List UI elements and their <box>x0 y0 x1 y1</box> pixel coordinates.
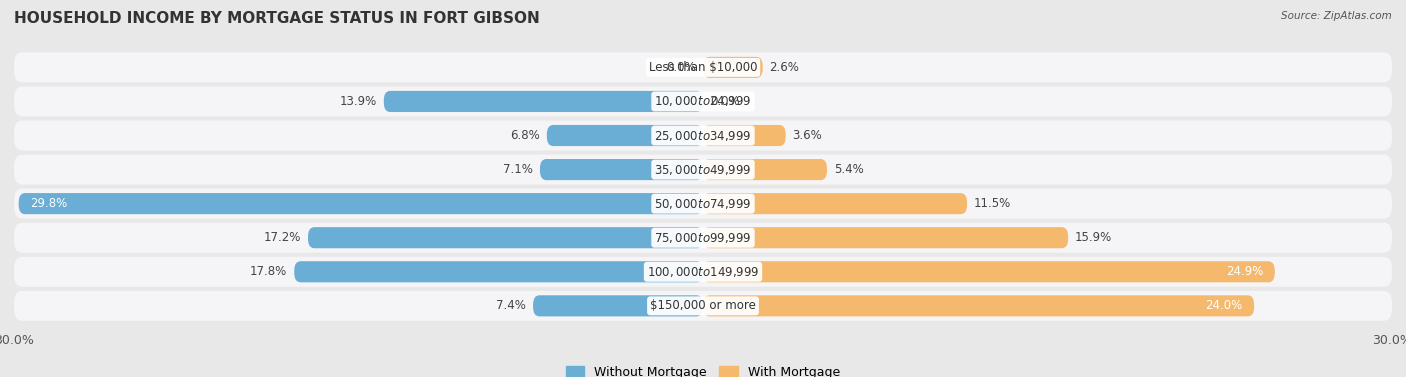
Text: 29.8%: 29.8% <box>30 197 67 210</box>
FancyBboxPatch shape <box>14 291 1392 321</box>
FancyBboxPatch shape <box>294 261 703 282</box>
Text: 11.5%: 11.5% <box>974 197 1011 210</box>
Text: $100,000 to $149,999: $100,000 to $149,999 <box>647 265 759 279</box>
Text: 0.0%: 0.0% <box>666 61 696 74</box>
Text: 13.9%: 13.9% <box>340 95 377 108</box>
Text: 3.6%: 3.6% <box>793 129 823 142</box>
FancyBboxPatch shape <box>14 257 1392 287</box>
Text: 24.9%: 24.9% <box>1226 265 1264 278</box>
Text: 7.1%: 7.1% <box>503 163 533 176</box>
FancyBboxPatch shape <box>308 227 703 248</box>
FancyBboxPatch shape <box>547 125 703 146</box>
Text: Source: ZipAtlas.com: Source: ZipAtlas.com <box>1281 11 1392 21</box>
FancyBboxPatch shape <box>14 52 1392 82</box>
FancyBboxPatch shape <box>703 227 1069 248</box>
FancyBboxPatch shape <box>540 159 703 180</box>
FancyBboxPatch shape <box>703 295 1254 316</box>
Text: $75,000 to $99,999: $75,000 to $99,999 <box>654 231 752 245</box>
Text: 17.2%: 17.2% <box>264 231 301 244</box>
Text: 15.9%: 15.9% <box>1076 231 1112 244</box>
Text: $50,000 to $74,999: $50,000 to $74,999 <box>654 197 752 211</box>
FancyBboxPatch shape <box>703 125 786 146</box>
Text: 5.4%: 5.4% <box>834 163 863 176</box>
FancyBboxPatch shape <box>384 91 703 112</box>
Text: $25,000 to $34,999: $25,000 to $34,999 <box>654 129 752 143</box>
FancyBboxPatch shape <box>14 121 1392 150</box>
Legend: Without Mortgage, With Mortgage: Without Mortgage, With Mortgage <box>561 361 845 377</box>
Text: $150,000 or more: $150,000 or more <box>650 299 756 313</box>
FancyBboxPatch shape <box>14 86 1392 116</box>
FancyBboxPatch shape <box>18 193 703 214</box>
FancyBboxPatch shape <box>703 159 827 180</box>
FancyBboxPatch shape <box>14 223 1392 253</box>
FancyBboxPatch shape <box>14 188 1392 219</box>
FancyBboxPatch shape <box>703 261 1275 282</box>
FancyBboxPatch shape <box>14 155 1392 185</box>
FancyBboxPatch shape <box>703 193 967 214</box>
Text: 24.0%: 24.0% <box>1205 299 1243 313</box>
FancyBboxPatch shape <box>703 57 762 78</box>
FancyBboxPatch shape <box>533 295 703 316</box>
Text: 2.6%: 2.6% <box>769 61 800 74</box>
Text: 6.8%: 6.8% <box>510 129 540 142</box>
Text: 7.4%: 7.4% <box>496 299 526 313</box>
Text: $10,000 to $24,999: $10,000 to $24,999 <box>654 95 752 109</box>
Text: 0.0%: 0.0% <box>710 95 740 108</box>
Text: $35,000 to $49,999: $35,000 to $49,999 <box>654 162 752 176</box>
Text: Less than $10,000: Less than $10,000 <box>648 61 758 74</box>
Text: HOUSEHOLD INCOME BY MORTGAGE STATUS IN FORT GIBSON: HOUSEHOLD INCOME BY MORTGAGE STATUS IN F… <box>14 11 540 26</box>
Text: 17.8%: 17.8% <box>250 265 287 278</box>
